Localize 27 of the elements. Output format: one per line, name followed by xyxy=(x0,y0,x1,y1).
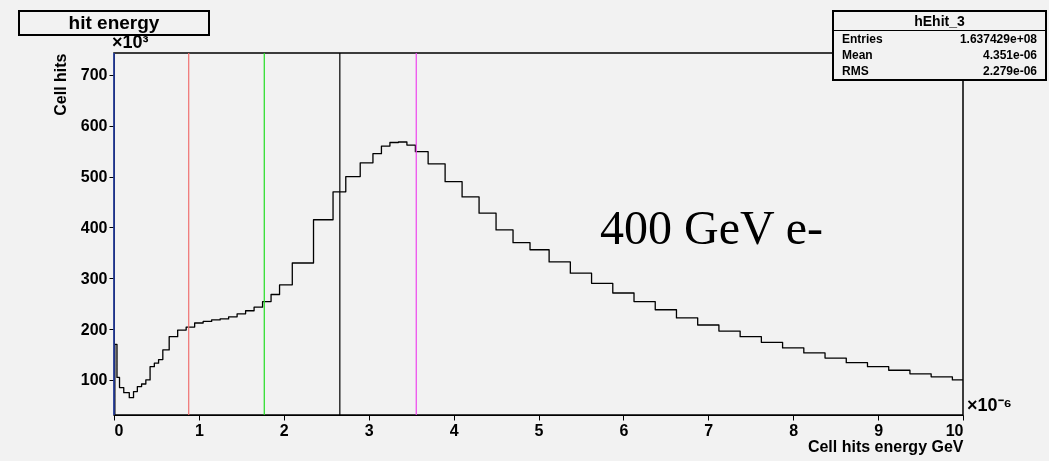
text: RMS 2.279e-06 xyxy=(842,64,1037,78)
y-tick-label: 600 xyxy=(80,117,108,135)
y-tick-label: 400 xyxy=(80,218,108,236)
x-tick-label: 7 xyxy=(704,421,714,439)
x-tick-label: 1 xyxy=(194,421,204,439)
y-tick-label: 100 xyxy=(80,371,108,389)
x-tick-label: 5 xyxy=(534,421,544,439)
annotation: 400 GeV e- xyxy=(600,200,824,255)
y-tick-label: 200 xyxy=(80,320,108,338)
y-axis-title: Cell hits xyxy=(51,53,69,116)
x-tick-label: 4 xyxy=(449,421,459,439)
x-tick-label: 2 xyxy=(279,421,289,439)
x-tick-label: 10 xyxy=(945,421,964,439)
text: hEhit_3 xyxy=(834,12,1045,31)
chart-title: hit energy xyxy=(18,10,210,36)
x-tick-label: 8 xyxy=(789,421,799,439)
x-axis-title: Cell hits energy GeV xyxy=(807,437,964,455)
x-tick-label: 9 xyxy=(874,421,884,439)
x-tick-label: 3 xyxy=(364,421,374,439)
text: Entries 1.637429e+08 xyxy=(842,32,1037,46)
y-tick-label: 500 xyxy=(80,168,108,186)
y-tick-label: 300 xyxy=(80,269,108,287)
x-tick-label: 6 xyxy=(619,421,629,439)
text: Mean 4.351e-06 xyxy=(842,48,1037,62)
x-tick-label: 0 xyxy=(114,421,124,439)
text: ×10⁻⁶ xyxy=(967,394,1012,416)
y-tick-label: 700 xyxy=(80,66,108,84)
